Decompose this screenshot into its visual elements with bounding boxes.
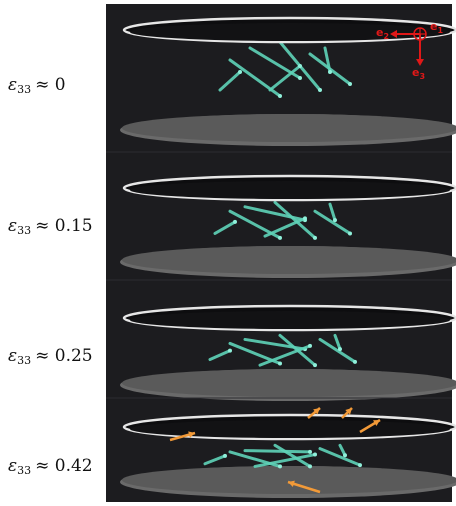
top-plate-shadow xyxy=(130,311,450,329)
fiber-end xyxy=(313,363,317,367)
strain-symbol: ε xyxy=(8,75,17,95)
axis-index: 2 xyxy=(383,32,389,41)
bottom-plate-top xyxy=(122,246,456,274)
fiber-end xyxy=(358,463,362,467)
fiber-end xyxy=(278,464,282,468)
bottom-plate-top xyxy=(122,114,456,142)
fiber-end xyxy=(308,450,312,454)
fiber-end xyxy=(308,344,312,348)
fiber-end xyxy=(338,347,342,351)
axis-letter: e xyxy=(412,66,419,79)
strain-value: ≈ 0.42 xyxy=(35,456,93,476)
top-plate-shadow xyxy=(130,420,450,438)
fiber-end xyxy=(238,70,242,74)
fiber-end xyxy=(343,453,347,457)
strain-value: ≈ 0.25 xyxy=(35,346,93,366)
fiber-end xyxy=(333,218,337,222)
fiber-end xyxy=(348,231,352,235)
fiber-end xyxy=(303,216,307,220)
bottom-plate-top xyxy=(122,369,456,397)
strain-index: 33 xyxy=(17,354,31,367)
fiber-end xyxy=(313,453,317,457)
figure: ε33≈ 0ε33≈ 0.15ε33≈ 0.25ε33≈ 0.42 e1e2e3 xyxy=(0,0,456,506)
strain-symbol: ε xyxy=(8,346,17,366)
fiber xyxy=(245,451,310,452)
fiber-end xyxy=(223,454,227,458)
strain-label: ε33 ≈ 0.25 xyxy=(8,346,93,368)
strain-label: ε33 ≈ 0.15 xyxy=(8,216,93,238)
axis-index: 3 xyxy=(419,72,425,81)
axis-letter: e xyxy=(430,20,437,33)
fiber-end xyxy=(298,76,302,80)
fiber-end xyxy=(348,82,352,86)
fiber-end xyxy=(278,236,282,240)
top-plate-shadow xyxy=(130,23,450,41)
fiber-end xyxy=(313,236,317,240)
strain-label: ε33 ≈ 0 xyxy=(8,75,66,97)
fiber-end xyxy=(318,88,322,92)
strain-index: 33 xyxy=(17,224,31,237)
strain-label: ε33 ≈ 0.42 xyxy=(8,456,93,478)
fiber-end xyxy=(298,64,302,68)
axis-letter: e xyxy=(376,26,383,39)
strain-value: ≈ 0.15 xyxy=(35,216,93,236)
strain-value: ≈ 0 xyxy=(35,75,65,95)
fiber-end xyxy=(233,220,237,224)
strain-index: 33 xyxy=(17,83,31,96)
strain-index: 33 xyxy=(17,464,31,477)
fiber-end xyxy=(278,94,282,98)
fiber-end xyxy=(353,360,357,364)
top-plate-shadow xyxy=(130,181,450,199)
bottom-plate-top xyxy=(122,466,456,494)
fiber-end xyxy=(308,464,312,468)
fiber-end xyxy=(278,362,282,366)
strain-symbol: ε xyxy=(8,456,17,476)
fiber-end xyxy=(228,349,232,353)
fiber-end xyxy=(328,70,332,74)
axis-index: 1 xyxy=(437,26,443,35)
strain-symbol: ε xyxy=(8,216,17,236)
